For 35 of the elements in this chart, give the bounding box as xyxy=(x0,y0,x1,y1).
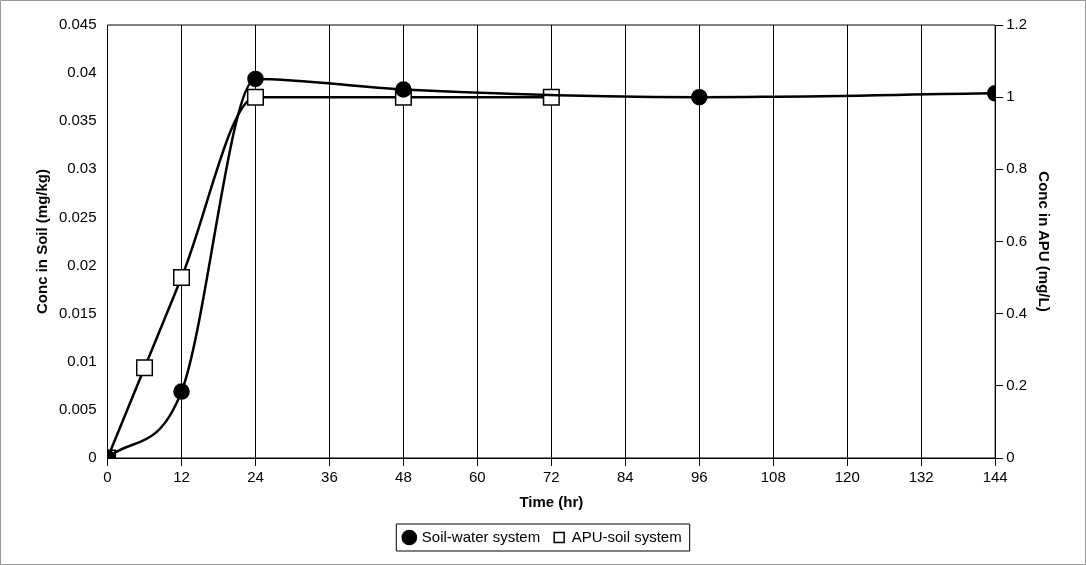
y2-tick-label: 0.6 xyxy=(1006,231,1028,249)
y-tick-label: 0.02 xyxy=(67,255,97,273)
x-tick-label: 48 xyxy=(395,468,412,486)
y2-tick-label: 1.2 xyxy=(1006,15,1028,33)
y-tick-label: 0.045 xyxy=(58,15,97,33)
y2-tick-label: 1 xyxy=(1006,87,1015,105)
y-tick-label: 0.04 xyxy=(67,63,97,81)
y-tick-label: 0.005 xyxy=(58,400,97,418)
x-tick-label: 108 xyxy=(760,468,786,486)
y-tick-label: 0.025 xyxy=(58,207,97,225)
x-axis-title: Time (hr) xyxy=(519,493,584,511)
x-tick-label: 72 xyxy=(543,468,560,486)
y2-tick-label: 0.4 xyxy=(1006,303,1028,321)
y2-tick-label: 0.8 xyxy=(1006,159,1028,177)
x-tick-label: 144 xyxy=(982,468,1008,486)
y-tick-label: 0 xyxy=(88,448,97,466)
y2-tick-label: 0.2 xyxy=(1006,375,1028,393)
x-tick-label: 36 xyxy=(321,468,338,486)
y-tick-label: 0.01 xyxy=(67,351,97,369)
x-tick-label: 12 xyxy=(173,468,190,486)
x-tick-label: 24 xyxy=(247,468,264,486)
y-tick-label: 0.015 xyxy=(58,303,97,321)
legend-label: APU-soil system xyxy=(571,527,682,545)
x-tick-label: 60 xyxy=(469,468,486,486)
y-tick-label: 0.035 xyxy=(58,111,97,129)
y-axis-title: Conc in Soil (mg/kg) xyxy=(33,169,51,314)
x-tick-label: 84 xyxy=(616,468,634,486)
x-tick-label: 132 xyxy=(908,468,934,486)
x-tick-label: 0 xyxy=(103,468,112,486)
legend-label: Soil-water system xyxy=(421,527,541,545)
x-tick-label: 120 xyxy=(834,468,860,486)
x-tick-label: 96 xyxy=(690,468,708,486)
y2-tick-label: 0 xyxy=(1006,448,1015,466)
y-tick-label: 0.03 xyxy=(67,159,97,177)
y2-axis-title: Conc in APU (mg/L) xyxy=(1035,171,1053,312)
